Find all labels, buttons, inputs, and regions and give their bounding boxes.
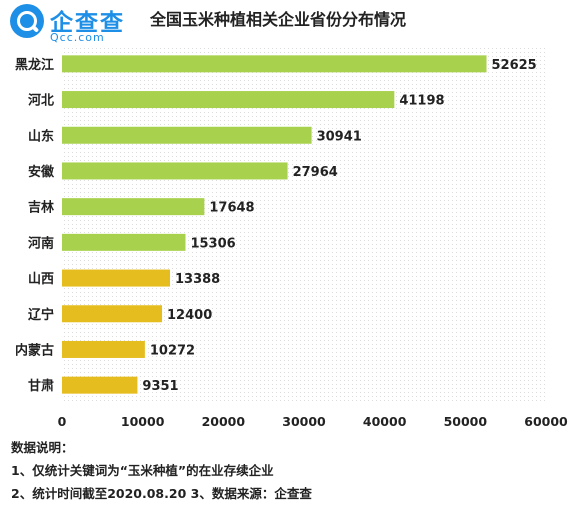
category-label: 辽宁 [28,307,54,323]
notes-heading: 数据说明： [11,440,74,455]
bar [62,162,288,180]
x-tick-label: 60000 [524,414,568,429]
qcc-logo: 企查查 Qcc.com [10,3,150,47]
bar-chart: 黑龙江 52625 河北 41198 山东 30941 安徽 27964 吉林 17648 河南 15… [15,46,568,429]
bar [62,126,312,144]
bar [62,198,205,216]
data-label: 10272 [150,343,195,358]
bar [62,55,487,73]
category-label: 安徽 [28,164,55,180]
notes-line-2: 2、统计时间截至2020.08.20 3、数据来源：企查查 [11,486,312,501]
logo-name: 企查查 [50,10,125,36]
data-label: 9351 [142,379,178,394]
category-label: 甘肃 [28,378,54,394]
x-tick-label: 10000 [121,414,165,429]
x-tick-label: 30000 [282,414,326,429]
data-label: 15306 [190,236,235,251]
category-label: 河北 [28,93,54,109]
notes-line-1: 1、仅统计关键词为“玉米种植”的在业存续企业 [11,463,274,478]
category-label: 山东 [28,128,54,144]
data-label: 30941 [317,129,362,144]
category-label: 黑龙江 [15,57,54,73]
bar [62,269,170,287]
bar [62,91,395,109]
bar [62,305,163,323]
chart-title: 全国玉米种植相关企业省份分布情况 [150,10,407,29]
category-label: 吉林 [28,200,54,216]
data-label: 52625 [492,58,537,73]
category-label: 山西 [28,271,54,287]
x-tick-label: 20000 [202,414,246,429]
magnifier-logo-icon [10,4,44,38]
logo-domain: Qcc.com [50,31,105,44]
category-label: 内蒙古 [15,342,54,358]
x-tick-label: 0 [58,414,67,429]
x-tick-label: 40000 [363,414,407,429]
data-label: 12400 [167,308,212,323]
data-label: 17648 [209,201,254,216]
bar [62,340,145,358]
category-label: 河南 [28,235,54,251]
bar [62,233,186,251]
data-label: 13388 [175,272,220,287]
data-label: 41198 [399,94,444,109]
x-tick-label: 50000 [444,414,488,429]
data-label: 27964 [293,165,338,180]
data-notes: 数据说明： 1、仅统计关键词为“玉米种植”的在业存续企业 2、统计时间截至202… [11,436,312,505]
bar [62,376,138,394]
